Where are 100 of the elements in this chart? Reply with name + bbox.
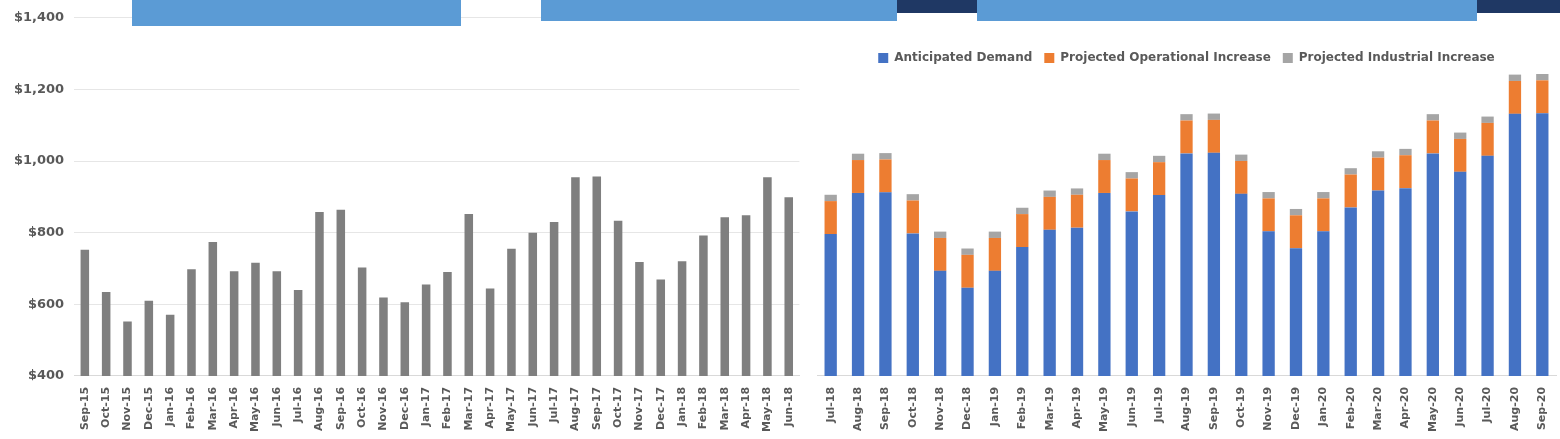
- x-tick-label: Jun-20: [1453, 386, 1467, 428]
- bar: [988, 237, 1002, 271]
- legend-label: Anticipated Demand: [894, 50, 1033, 65]
- x-tick-label: Mar-19: [1042, 386, 1056, 431]
- x-tick-label: Jan-18: [674, 386, 688, 428]
- bar: [1180, 114, 1193, 121]
- x-tick-label: Dec-17: [653, 386, 667, 430]
- x-tick-label: Jun-16: [269, 386, 283, 428]
- x-tick-label: Aug-17: [568, 386, 582, 432]
- x-tick-label: Oct-17: [610, 386, 624, 428]
- x-tick-label: Dec-18: [960, 386, 974, 430]
- x-tick-label: Dec-15: [141, 386, 155, 430]
- x-tick-label: May-18: [760, 386, 774, 432]
- bar: [1043, 229, 1056, 376]
- bar: [906, 200, 919, 234]
- bar: [1207, 152, 1221, 376]
- x-tick-label: Feb-16: [184, 386, 198, 430]
- bar: [1070, 194, 1084, 228]
- x-tick-label: Dec-16: [397, 386, 411, 430]
- x-tick-label: Jan-16: [163, 386, 177, 428]
- bar: [1426, 114, 1439, 121]
- x-tick-label: Apr-18: [738, 386, 752, 429]
- bar: [1152, 195, 1166, 376]
- bar: [988, 231, 1002, 238]
- legend-label: Projected Industrial Increase: [1298, 50, 1495, 65]
- bar: [1235, 160, 1248, 194]
- x-tick-label: May-16: [248, 386, 262, 432]
- bar: [1371, 157, 1385, 191]
- bar: [1371, 190, 1385, 376]
- bar: [934, 237, 947, 271]
- x-tick-label: Dec-19: [1288, 386, 1302, 430]
- bar: [1070, 188, 1084, 195]
- bar: [1289, 215, 1303, 249]
- x-tick-label: Jul-18: [823, 386, 837, 424]
- x-tick-label: Jul-20: [1480, 386, 1494, 424]
- bar: [851, 160, 865, 193]
- bar: [879, 192, 892, 376]
- x-tick-label: Feb-17: [440, 386, 454, 430]
- bar: [988, 270, 1002, 376]
- bar: [1344, 207, 1357, 376]
- x-tick-label: Aug-19: [1179, 386, 1193, 432]
- bar: [1043, 196, 1056, 230]
- bar: [824, 194, 837, 202]
- bar: [879, 159, 892, 193]
- y-tick-label: $1,200: [13, 80, 65, 96]
- x-tick-label: Apr-19: [1069, 386, 1083, 429]
- bar: [851, 153, 865, 161]
- bar: [1180, 153, 1193, 376]
- y-tick-label: $1,400: [13, 9, 65, 25]
- bar: [1454, 138, 1467, 172]
- bar: [1371, 151, 1385, 158]
- x-tick-label: Sep-18: [878, 386, 892, 431]
- bar: [1098, 192, 1111, 376]
- bar: [1235, 193, 1248, 376]
- x-tick-label: May-17: [504, 386, 518, 432]
- bar: [1070, 227, 1084, 376]
- bar: [1016, 214, 1029, 247]
- x-tick-label: Jul-17: [546, 386, 560, 424]
- bar: [1262, 198, 1275, 232]
- bar: [1426, 153, 1439, 376]
- bar: [1454, 132, 1467, 139]
- bar: [1289, 208, 1303, 216]
- bar: [1536, 113, 1549, 376]
- bar: [1426, 120, 1439, 154]
- bar: [1344, 168, 1357, 175]
- x-tick-label: Oct-15: [99, 386, 113, 428]
- x-tick-label: Aug-20: [1507, 386, 1521, 432]
- bar: [1125, 211, 1138, 376]
- x-tick-label: Jun-19: [1124, 386, 1138, 428]
- bar: [1125, 178, 1138, 212]
- bar: [824, 234, 837, 376]
- x-tick-label: Sep-19: [1206, 386, 1220, 431]
- x-tick-label: Jan-20: [1316, 386, 1330, 428]
- bar: [1317, 231, 1330, 376]
- bar: [934, 231, 947, 238]
- bar: [1317, 198, 1330, 232]
- x-tick-label: Oct-18: [905, 386, 919, 428]
- legend-label: Projected Operational Increase: [1060, 50, 1271, 65]
- x-tick-label: Sep-17: [589, 386, 603, 431]
- x-tick-label: Mar-16: [205, 386, 219, 431]
- bar: [1152, 162, 1166, 196]
- bar: [1262, 192, 1275, 199]
- bar: [1125, 172, 1138, 179]
- x-tick-label: Apr-20: [1398, 386, 1412, 429]
- bar: [961, 248, 974, 255]
- x-tick-label: Sep-15: [77, 386, 91, 431]
- x-tick-label: Mar-18: [717, 386, 731, 431]
- x-tick-label: Nov-17: [632, 386, 646, 431]
- x-tick-label: Mar-20: [1370, 386, 1384, 431]
- bar: [1344, 174, 1357, 208]
- x-tick-label: May-19: [1097, 386, 1111, 432]
- x-tick-label: Jul-19: [1151, 386, 1165, 424]
- bar: [1399, 148, 1412, 156]
- x-tick-label: Apr-16: [227, 386, 240, 429]
- bar: [1481, 122, 1494, 156]
- x-tick-label: Oct-16: [354, 386, 368, 428]
- bar: [1536, 80, 1549, 114]
- bar: [1235, 154, 1248, 161]
- bar: [879, 153, 892, 160]
- bar: [1152, 155, 1166, 163]
